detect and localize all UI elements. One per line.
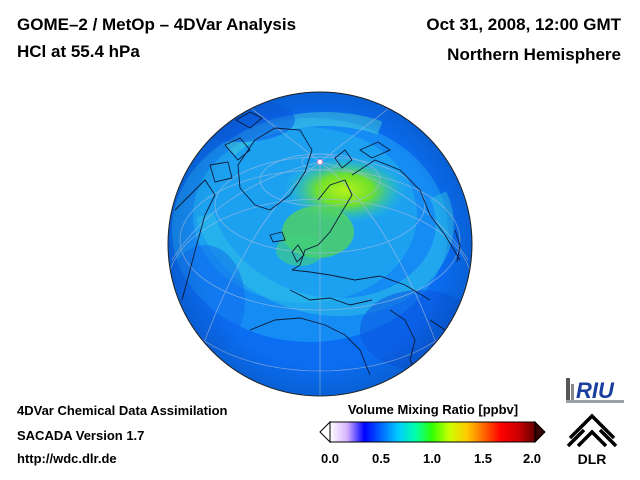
north-pole-marker — [317, 159, 323, 165]
colorbar — [319, 420, 546, 444]
footer-method: 4DVar Chemical Data Assimilation — [17, 403, 228, 418]
map-subtitle: HCl at 55.4 hPa — [17, 42, 140, 61]
colorbar-tick: 0.0 — [320, 451, 340, 466]
region-label: Northern Hemisphere — [447, 45, 621, 64]
colorbar-min-arrow — [319, 420, 331, 444]
riu-logo: RIU — [566, 378, 624, 403]
footer-url[interactable]: http://wdc.dlr.de — [17, 451, 117, 466]
colorbar-max-arrow — [534, 420, 546, 444]
colorbar-tick: 0.5 — [371, 451, 391, 466]
colorbar-gradient — [329, 421, 536, 443]
colorbar-title: Volume Mixing Ratio [ppbv] — [347, 402, 519, 417]
dlr-logo-text: DLR — [578, 451, 607, 467]
riu-logo-text: RIU — [576, 378, 615, 403]
map-title: GOME–2 / MetOp – 4DVar Analysis — [17, 15, 297, 34]
colorbar-tick: 2.0 — [522, 451, 542, 466]
colorbar-tick: 1.5 — [473, 451, 493, 466]
colorbar-tick: 1.0 — [422, 451, 442, 466]
dlr-logo: DLR — [566, 413, 618, 467]
date-label: Oct 31, 2008, 12:00 GMT — [426, 15, 621, 34]
footer-version: SACADA Version 1.7 — [17, 428, 145, 443]
